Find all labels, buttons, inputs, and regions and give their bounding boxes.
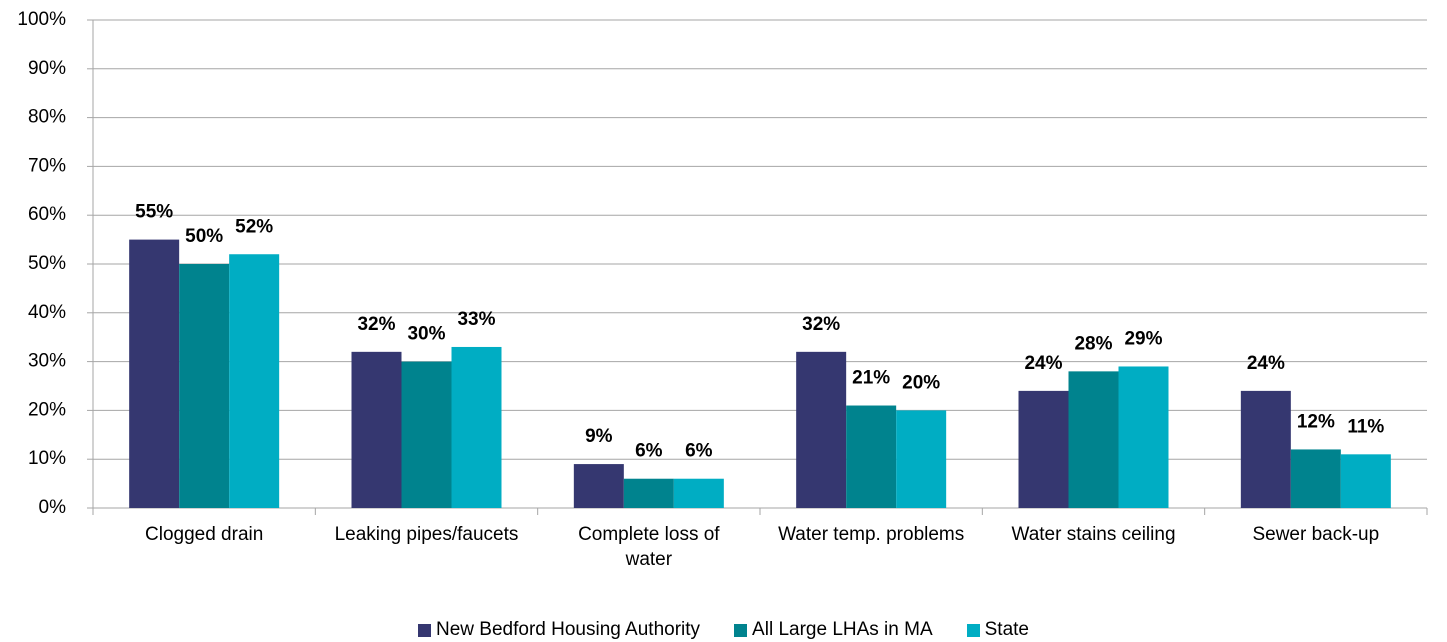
- legend-swatch: [418, 623, 431, 637]
- x-tick-label: Leaking pipes/faucets: [334, 524, 519, 545]
- data-label: 33%: [457, 309, 495, 330]
- y-tick-label: 80%: [28, 107, 66, 128]
- data-label: 6%: [685, 441, 713, 462]
- legend: New Bedford Housing Authority All Large L…: [0, 619, 1447, 641]
- data-label: 24%: [1024, 353, 1062, 374]
- y-tick-label: 20%: [28, 399, 66, 420]
- y-tick-label: 90%: [28, 58, 66, 79]
- bar: [573, 464, 624, 508]
- y-tick-label: 0%: [39, 497, 67, 518]
- data-label: 32%: [357, 314, 395, 335]
- x-tick-label: Clogged drain: [145, 524, 264, 545]
- data-label: 20%: [902, 372, 940, 393]
- x-tick-label: Water temp. problems: [778, 524, 965, 545]
- bar: [1240, 390, 1291, 508]
- bar: [1118, 366, 1169, 508]
- data-label: 55%: [135, 202, 173, 223]
- data-label: 6%: [635, 441, 663, 462]
- bar: [229, 254, 280, 508]
- legend-item: All Large LHAs in MA: [734, 619, 933, 641]
- bar: [673, 478, 724, 508]
- bar: [1018, 390, 1069, 508]
- y-tick-label: 30%: [28, 351, 66, 372]
- data-label: 50%: [185, 226, 223, 247]
- data-label: 52%: [235, 216, 273, 237]
- y-tick-label: 60%: [28, 204, 66, 225]
- data-label: 9%: [585, 426, 613, 447]
- x-tick-label: Sewer back-up: [1252, 524, 1380, 545]
- bar: [401, 361, 452, 508]
- bar: [1340, 454, 1391, 508]
- bar: [623, 478, 674, 508]
- legend-item: New Bedford Housing Authority: [418, 619, 700, 641]
- bar: [129, 239, 180, 508]
- bar: [351, 351, 402, 508]
- bar: [451, 346, 502, 508]
- data-label: 12%: [1297, 411, 1335, 432]
- bar: [796, 351, 847, 508]
- y-tick-label: 100%: [17, 9, 66, 30]
- bar: [846, 405, 897, 508]
- bar: [1290, 449, 1341, 508]
- y-tick-label: 40%: [28, 302, 66, 323]
- x-tick-label: Water stains ceiling: [1011, 524, 1176, 545]
- legend-label: All Large LHAs in MA: [752, 619, 933, 640]
- legend-item: State: [966, 619, 1029, 641]
- legend-label: New Bedford Housing Authority: [436, 619, 701, 640]
- data-label: 32%: [802, 314, 840, 335]
- y-tick-label: 10%: [28, 448, 66, 469]
- data-label: 11%: [1347, 416, 1384, 437]
- data-label: 28%: [1074, 333, 1112, 354]
- data-label: 29%: [1124, 328, 1162, 349]
- x-tick-label: Complete loss of water: [578, 524, 720, 570]
- data-label: 24%: [1247, 353, 1285, 374]
- legend-label: State: [984, 619, 1029, 640]
- data-label: 21%: [852, 368, 890, 389]
- bar: [179, 264, 230, 508]
- y-tick-label: 70%: [28, 155, 66, 176]
- bar: [896, 410, 947, 508]
- legend-swatch: [966, 623, 980, 637]
- y-tick-label: 50%: [28, 253, 66, 274]
- data-label: 30%: [407, 324, 445, 345]
- legend-swatch: [734, 623, 748, 637]
- bar: [1068, 371, 1119, 508]
